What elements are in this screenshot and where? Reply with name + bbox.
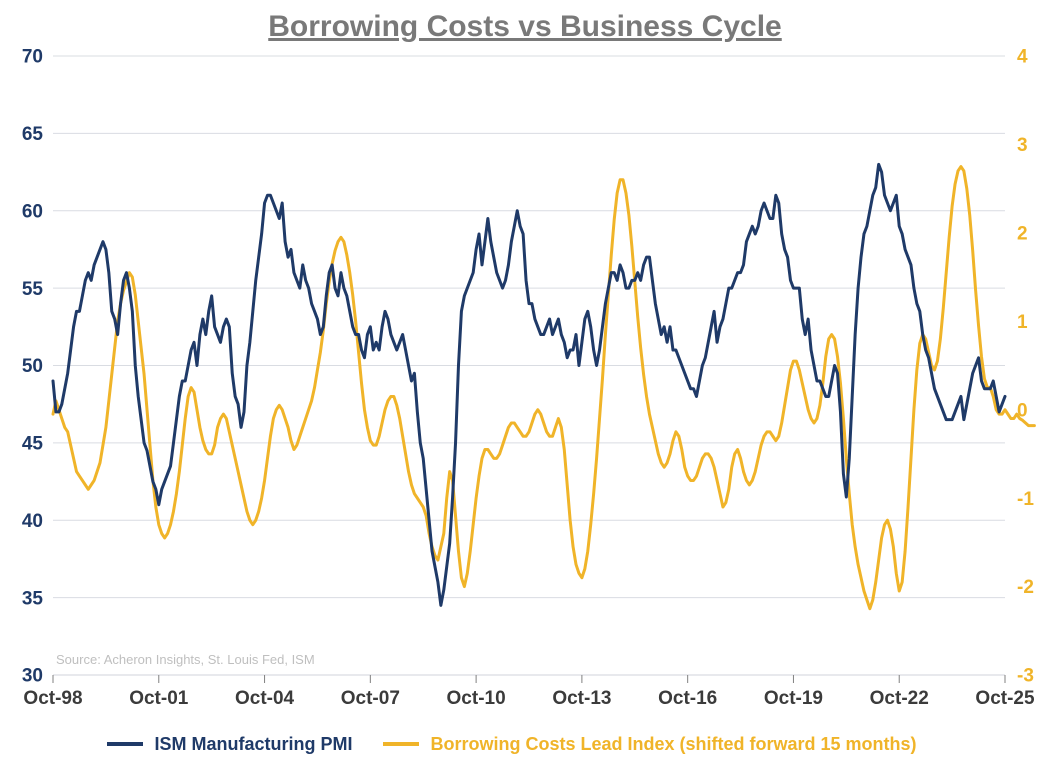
legend-swatch-ism bbox=[107, 742, 143, 746]
y-right-tick: -2 bbox=[1017, 577, 1034, 598]
y-left-tick: 70 bbox=[22, 47, 43, 68]
series-borrowing-costs bbox=[53, 167, 1034, 609]
x-tick: Oct-04 bbox=[235, 688, 295, 709]
x-tick: Oct-98 bbox=[23, 688, 82, 709]
series-ism-pmi bbox=[53, 164, 1005, 605]
x-tick: Oct-16 bbox=[658, 688, 717, 709]
x-tick: Oct-19 bbox=[764, 688, 823, 709]
y-right-tick: 1 bbox=[1017, 312, 1028, 333]
chart-stage: Borrowing Costs vs Business Cycle 303540… bbox=[0, 0, 1050, 767]
y-right-tick: -3 bbox=[1017, 666, 1034, 687]
legend-swatch-borrow bbox=[383, 742, 419, 746]
y-right-tick: 4 bbox=[1017, 47, 1028, 68]
y-left-tick: 50 bbox=[22, 356, 43, 377]
legend-label-ism: ISM Manufacturing PMI bbox=[154, 734, 352, 754]
y-left-tick: 60 bbox=[22, 201, 43, 222]
x-tick: Oct-07 bbox=[341, 688, 400, 709]
y-left-tick: 40 bbox=[22, 511, 43, 532]
x-tick: Oct-10 bbox=[447, 688, 506, 709]
y-left-tick: 45 bbox=[22, 434, 44, 455]
y-right-tick: 3 bbox=[1017, 135, 1028, 156]
y-left-tick: 35 bbox=[22, 588, 44, 609]
x-tick: Oct-13 bbox=[552, 688, 611, 709]
x-tick: Oct-25 bbox=[975, 688, 1035, 709]
y-right-tick: 2 bbox=[1017, 224, 1028, 245]
y-left-tick: 55 bbox=[22, 279, 44, 300]
y-right-tick: -1 bbox=[1017, 489, 1034, 510]
x-tick: Oct-22 bbox=[870, 688, 929, 709]
legend: ISM Manufacturing PMI Borrowing Costs Le… bbox=[0, 733, 1050, 755]
y-left-tick: 30 bbox=[22, 666, 43, 687]
source-attribution: Source: Acheron Insights, St. Louis Fed,… bbox=[56, 652, 315, 667]
x-tick: Oct-01 bbox=[129, 688, 189, 709]
legend-label-borrow: Borrowing Costs Lead Index (shifted forw… bbox=[431, 734, 917, 754]
y-left-tick: 65 bbox=[22, 124, 44, 145]
